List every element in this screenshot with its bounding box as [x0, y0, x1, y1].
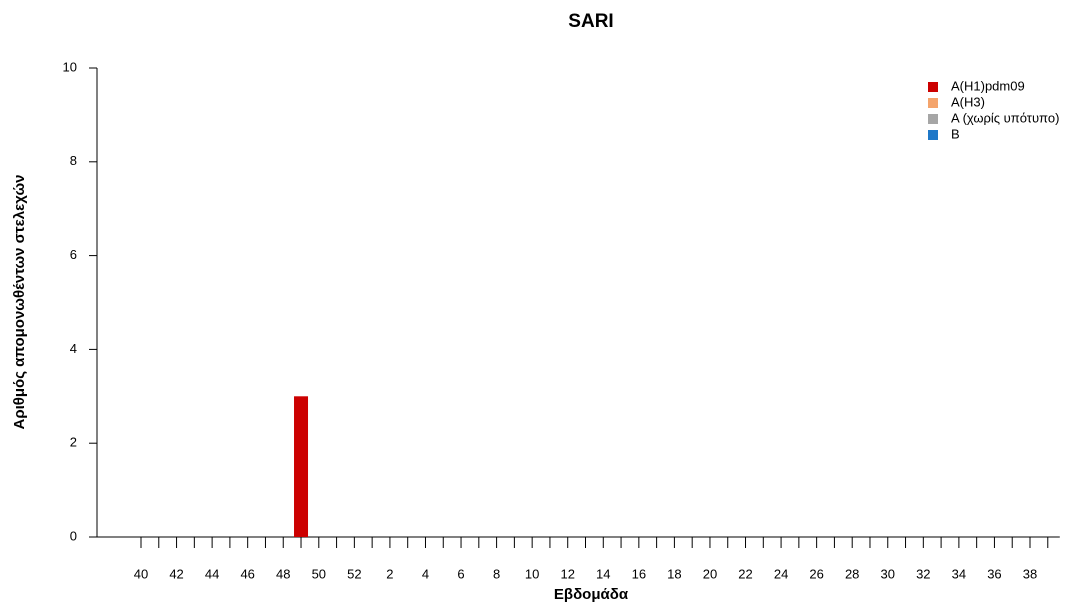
x-tick-label: 26 [809, 566, 823, 581]
x-tick-label: 52 [347, 566, 361, 581]
x-tick-label: 16 [632, 566, 646, 581]
y-axis-label: Αριθμός απομονωθέντων στελεχών [11, 174, 28, 429]
x-tick-label: 48 [276, 566, 290, 581]
bar [294, 396, 309, 537]
y-tick-label: 10 [63, 59, 77, 74]
y-tick-label: 2 [70, 435, 77, 450]
x-tick-label: 44 [205, 566, 219, 581]
x-tick-label: 46 [240, 566, 254, 581]
x-tick-label: 40 [134, 566, 148, 581]
x-tick-label: 14 [596, 566, 610, 581]
x-tick-label: 32 [916, 566, 930, 581]
x-tick-label: 2 [386, 566, 393, 581]
legend-label: A (χωρίς υπότυπο) [951, 110, 1059, 125]
legend-swatch [928, 130, 938, 140]
x-tick-label: 4 [422, 566, 429, 581]
legend-swatch [928, 114, 938, 124]
legend-label: A(H1)pdm09 [951, 78, 1025, 93]
x-tick-label: 42 [169, 566, 183, 581]
y-tick-label: 4 [70, 341, 77, 356]
x-tick-label: 22 [738, 566, 752, 581]
x-tick-label: 34 [952, 566, 966, 581]
x-tick-label: 12 [560, 566, 574, 581]
legend-label: A(H3) [951, 94, 985, 109]
legend-label: B [951, 126, 960, 141]
x-axis-label: Εβδομάδα [554, 586, 629, 603]
x-tick-label: 50 [312, 566, 326, 581]
x-tick-label: 20 [703, 566, 717, 581]
x-tick-label: 24 [774, 566, 788, 581]
x-tick-label: 8 [493, 566, 500, 581]
y-tick-label: 8 [70, 153, 77, 168]
chart-title: SARI [568, 11, 613, 32]
y-tick-label: 6 [70, 247, 77, 262]
x-tick-label: 6 [457, 566, 464, 581]
x-tick-label: 10 [525, 566, 539, 581]
x-tick-label: 28 [845, 566, 859, 581]
x-tick-label: 36 [987, 566, 1001, 581]
x-tick-label: 18 [667, 566, 681, 581]
x-tick-label: 30 [881, 566, 895, 581]
legend-swatch [928, 98, 938, 108]
x-tick-label: 38 [1023, 566, 1037, 581]
legend-swatch [928, 82, 938, 92]
y-tick-label: 0 [70, 528, 77, 543]
